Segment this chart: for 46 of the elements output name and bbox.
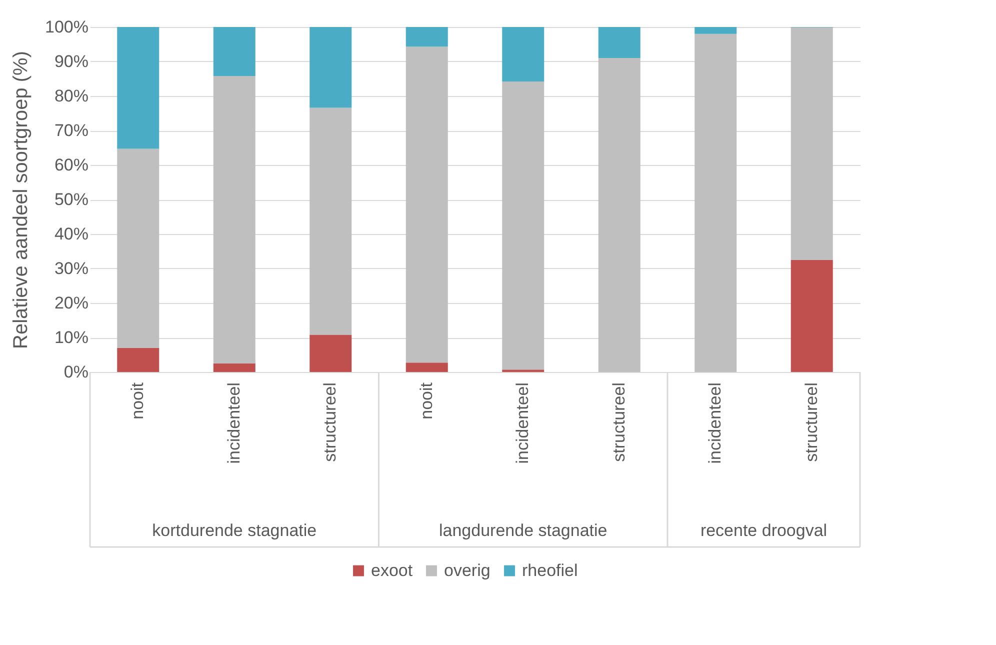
x-tick-label: incidenteel (513, 382, 532, 464)
x-tick-label: nooit (416, 382, 436, 420)
bar (598, 58, 640, 372)
y-tick-label: 0% (64, 362, 88, 382)
y-axis-title: Relatieve aandeel soortgroep (%) (10, 51, 32, 349)
x-tick-label: structureel (320, 382, 340, 462)
x-tick-label: structureel (802, 382, 821, 462)
bar (406, 362, 448, 372)
y-tick-label: 30% (54, 259, 88, 278)
text: recente droogval (700, 521, 828, 540)
bar (117, 27, 160, 149)
bar (694, 27, 737, 34)
bar (406, 46, 448, 363)
y-tick-label: 80% (54, 86, 88, 106)
text: langdurende stagnatie (439, 521, 608, 540)
legend-label: rheofiel (522, 560, 578, 580)
bar (790, 27, 833, 260)
y-tick-label: 50% (54, 190, 88, 209)
legend-label: overig (444, 560, 490, 580)
bar (502, 82, 544, 370)
y-tick-label: 10% (54, 328, 88, 347)
bar (502, 27, 544, 82)
bar (310, 108, 352, 335)
y-tick-label: 100% (45, 18, 88, 36)
bar (406, 27, 448, 47)
bar (213, 363, 256, 372)
x-tick-label: incidenteel (224, 382, 244, 464)
bar (310, 27, 352, 108)
y-tick-label: 90% (54, 52, 88, 71)
y-tick-label: 40% (54, 224, 88, 244)
bar (598, 27, 640, 58)
y-tick-label: 20% (54, 294, 88, 312)
x-tick-label: structureel (609, 382, 628, 462)
text: kortdurende stagnatie (152, 521, 317, 540)
bar (117, 348, 160, 372)
bar (213, 27, 256, 76)
bar (790, 260, 833, 372)
legend-label: exoot (371, 560, 413, 580)
bar (694, 34, 737, 372)
bar (213, 76, 256, 364)
y-tick-label: 60% (54, 156, 88, 174)
x-tick-label: nooit (128, 382, 148, 420)
y-tick-label: 70% (54, 121, 88, 140)
x-tick-label: incidenteel (706, 382, 725, 464)
bar (117, 148, 160, 348)
bar (310, 334, 352, 372)
